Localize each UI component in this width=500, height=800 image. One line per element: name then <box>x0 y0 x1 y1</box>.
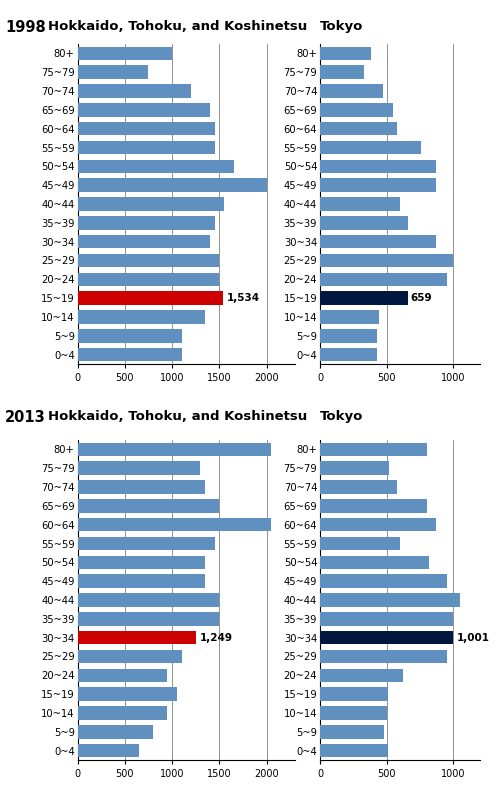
Text: 2013: 2013 <box>5 410 46 426</box>
Bar <box>78 631 196 645</box>
Bar <box>320 273 446 286</box>
Bar <box>320 103 394 117</box>
Bar <box>78 103 210 117</box>
Bar <box>320 46 370 60</box>
Bar <box>320 499 426 513</box>
Bar <box>78 216 214 230</box>
Bar <box>78 122 214 135</box>
Bar <box>320 480 398 494</box>
Bar <box>78 537 214 550</box>
Bar <box>320 254 454 267</box>
Bar <box>78 518 272 531</box>
Bar <box>78 669 168 682</box>
Bar <box>320 141 422 154</box>
Bar <box>320 348 378 362</box>
Text: 1,249: 1,249 <box>200 633 232 642</box>
Bar <box>78 159 234 173</box>
Bar <box>320 235 436 249</box>
Bar <box>78 462 200 475</box>
Bar <box>78 198 224 210</box>
Bar <box>78 348 182 362</box>
Bar <box>78 442 272 456</box>
Bar <box>78 744 139 758</box>
Bar <box>320 612 454 626</box>
Bar <box>320 442 426 456</box>
Text: 659: 659 <box>410 293 432 303</box>
Bar <box>320 537 400 550</box>
Bar <box>320 216 408 230</box>
Bar <box>78 254 220 267</box>
Text: 1998: 1998 <box>5 20 46 35</box>
Bar <box>320 122 398 135</box>
Bar <box>320 198 400 210</box>
Text: Tokyo: Tokyo <box>320 20 364 33</box>
Bar <box>78 725 153 738</box>
Bar <box>78 178 266 192</box>
Bar <box>78 310 205 324</box>
Bar <box>320 462 390 475</box>
Text: Hokkaido, Tohoku, and Koshinetsu: Hokkaido, Tohoku, and Koshinetsu <box>48 410 307 423</box>
Bar <box>78 612 220 626</box>
Bar <box>320 555 430 569</box>
Bar <box>78 650 182 663</box>
Bar <box>320 631 454 645</box>
Bar <box>78 706 168 720</box>
Bar <box>320 518 436 531</box>
Text: Hokkaido, Tohoku, and Koshinetsu: Hokkaido, Tohoku, and Koshinetsu <box>48 20 307 33</box>
Bar <box>320 574 446 588</box>
Bar <box>78 84 191 98</box>
Bar <box>320 687 388 701</box>
Bar <box>320 178 436 192</box>
Bar <box>320 706 386 720</box>
Bar <box>78 141 214 154</box>
Bar <box>78 46 172 60</box>
Bar <box>320 744 388 758</box>
Text: Tokyo: Tokyo <box>320 410 364 423</box>
Text: 1,001: 1,001 <box>456 633 490 642</box>
Bar <box>78 555 205 569</box>
Bar <box>78 687 177 701</box>
Bar <box>320 669 402 682</box>
Bar <box>78 594 220 606</box>
Bar <box>320 650 446 663</box>
Bar <box>320 310 378 324</box>
Bar <box>78 273 220 286</box>
Bar <box>320 66 364 79</box>
Bar <box>320 329 378 342</box>
Bar <box>320 291 408 305</box>
Bar <box>320 84 382 98</box>
Bar <box>78 574 205 588</box>
Text: 1,534: 1,534 <box>226 293 260 303</box>
Bar <box>78 329 182 342</box>
Bar <box>320 725 384 738</box>
Bar <box>78 291 223 305</box>
Bar <box>78 480 205 494</box>
Bar <box>78 235 210 249</box>
Bar <box>78 66 148 79</box>
Bar <box>320 594 460 606</box>
Bar <box>78 499 220 513</box>
Bar <box>320 159 436 173</box>
